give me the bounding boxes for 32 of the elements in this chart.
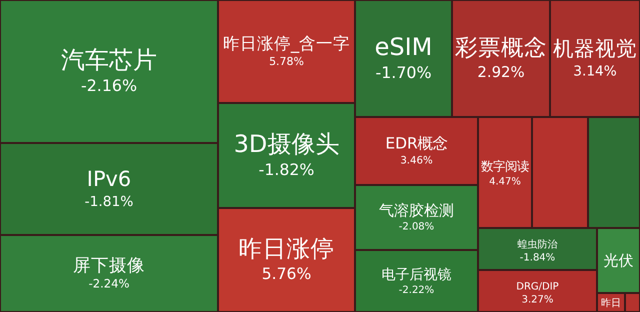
data-label: 3.27%	[522, 294, 554, 306]
data-label: -2.24%	[88, 276, 130, 291]
category-label: 昨日	[601, 297, 621, 309]
category-label: 数字阅读	[481, 158, 529, 174]
category-label: IPv6	[86, 166, 132, 191]
data-label: 3.46%	[400, 156, 433, 167]
data-label: -1.81%	[84, 194, 134, 210]
category-label: 昨日涨停_含一字	[222, 34, 350, 54]
category-label: 汽车芯片	[61, 46, 157, 74]
category-label: 彩票概念	[455, 35, 547, 62]
category-label: 机器视觉	[553, 36, 637, 60]
category-label: eSIM	[374, 32, 432, 61]
category-label: 光伏	[604, 252, 634, 270]
data-label: 5.78%	[269, 54, 304, 68]
data-label: -2.22%	[398, 285, 434, 296]
category-label: 蝗虫防治	[518, 238, 558, 250]
data-label: -2.16%	[81, 76, 137, 95]
category-label: 电子后视镜	[382, 266, 452, 283]
data-label: -1.82%	[258, 160, 314, 179]
category-label: 屏下摄像	[73, 256, 145, 276]
data-label: 5.76%	[262, 265, 312, 284]
category-label: DRG/DIP	[516, 282, 559, 292]
category-label: 3D摄像头	[234, 130, 340, 158]
category-label: 气溶胶检测	[379, 202, 454, 220]
data-label: -1.70%	[376, 62, 432, 82]
data-label: -1.84%	[520, 252, 556, 264]
data-label: 3.14%	[573, 63, 617, 80]
data-label: 4.47%	[489, 176, 521, 188]
category-label: 昨日涨停	[238, 234, 334, 262]
data-label: 2.92%	[477, 62, 525, 81]
category-label: EDR概念	[385, 134, 448, 153]
data-label: -2.08%	[398, 222, 434, 233]
